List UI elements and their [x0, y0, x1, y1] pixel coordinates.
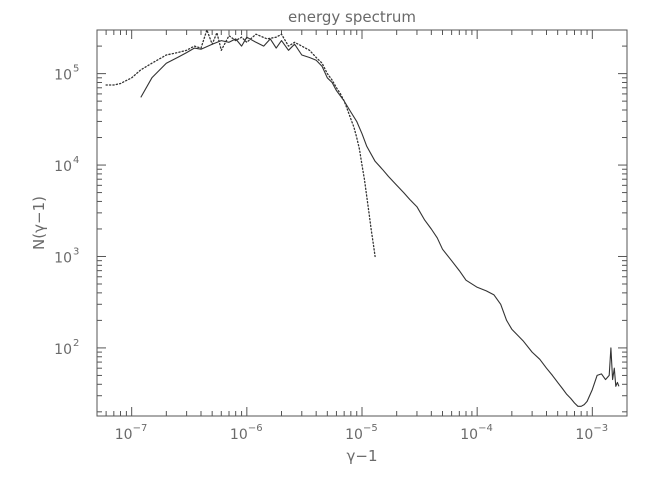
- x-axis-label: γ−1: [347, 447, 378, 465]
- y-tick-label: 10: [54, 342, 72, 358]
- x-tick-label: 10: [115, 427, 133, 443]
- y-tick-label-exponent: 3: [73, 246, 79, 257]
- x-tick-label-exponent: −3: [593, 423, 608, 434]
- y-tick-label-exponent: 2: [73, 338, 79, 349]
- x-tick-label-exponent: −7: [133, 423, 148, 434]
- dotted-spectrum-line: [105, 29, 376, 258]
- y-axis-label: N(γ−1): [30, 196, 48, 250]
- x-axis-ticks: 10 −7 10 −6 10 −5 10 −4 10 −3: [96, 30, 628, 443]
- series-layer: [105, 29, 620, 407]
- x-tick-label: 10: [575, 427, 593, 443]
- plot-frame: [96, 29, 628, 417]
- chart-title: energy spectrum: [288, 8, 416, 26]
- x-tick-label-exponent: −4: [478, 423, 493, 434]
- y-tick-label-exponent: 4: [73, 155, 79, 166]
- solid-spectrum-line: [140, 36, 620, 407]
- x-tick-label: 10: [345, 427, 363, 443]
- y-tick-label: 10: [54, 68, 72, 84]
- y-tick-label: 10: [54, 159, 72, 175]
- y-tick-label-exponent: 5: [73, 64, 79, 75]
- y-tick-label: 10: [54, 250, 72, 266]
- x-tick-label-exponent: −5: [363, 423, 378, 434]
- x-tick-label: 10: [460, 427, 478, 443]
- x-tick-label: 10: [230, 427, 248, 443]
- x-tick-label-exponent: −6: [248, 423, 263, 434]
